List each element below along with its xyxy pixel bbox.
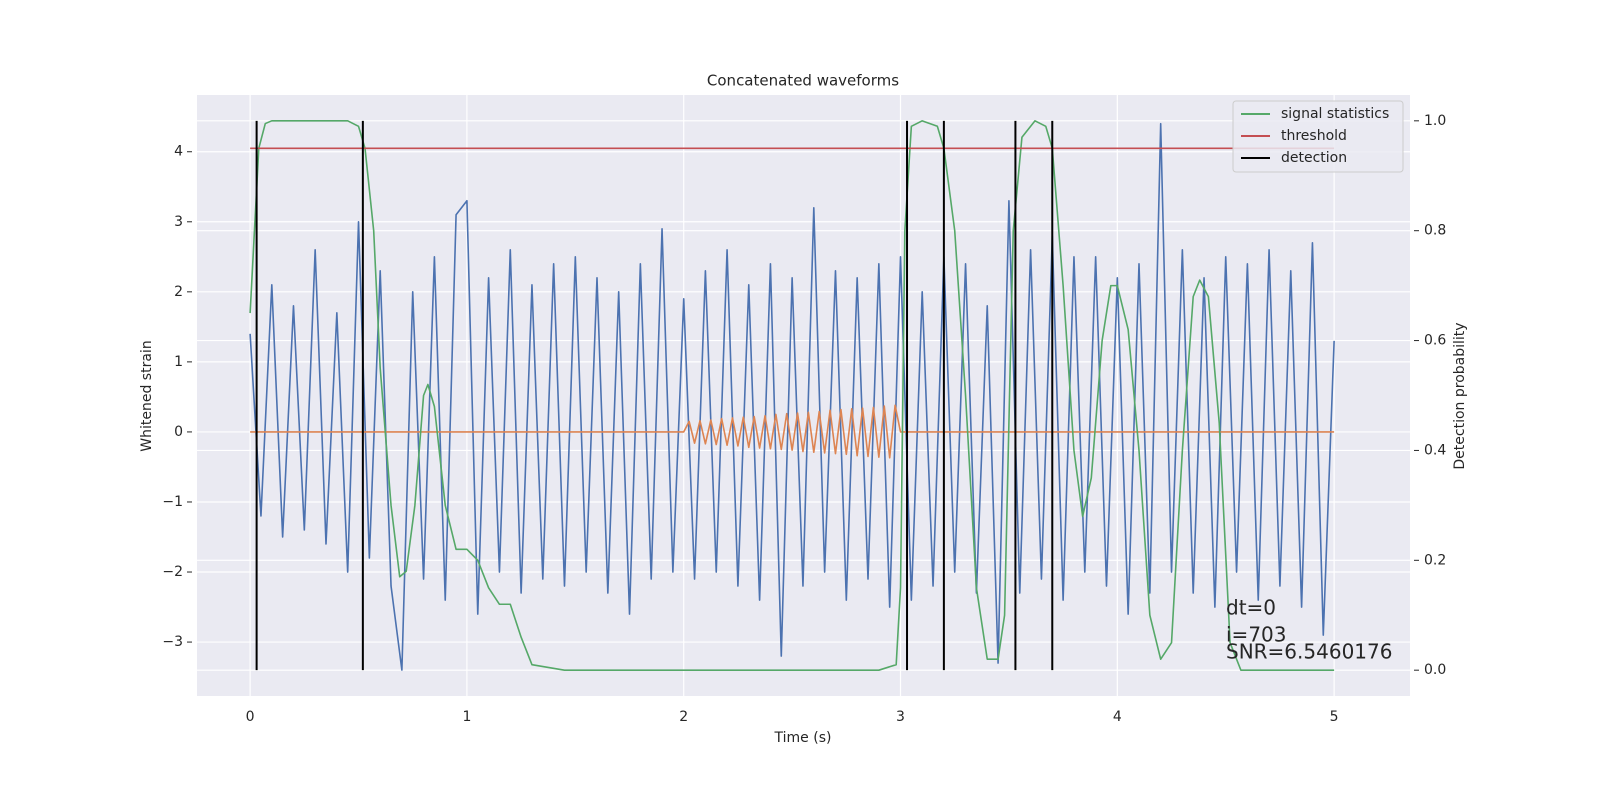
y-tick-label: 2 xyxy=(174,284,183,300)
y2-tick-label: 0.4 xyxy=(1424,442,1446,458)
y-axis-label: Whitened strain xyxy=(139,340,155,451)
x-tick-label: 2 xyxy=(679,709,688,725)
x-tick-label: 0 xyxy=(246,709,255,725)
y-tick-label: 3 xyxy=(174,214,183,230)
y-tick-label: 4 xyxy=(174,144,183,160)
annotation: i=703 xyxy=(1226,623,1287,647)
annotation: dt=0 xyxy=(1226,596,1276,620)
y2-tick-label: 0.2 xyxy=(1424,552,1446,568)
y2-tick-label: 0.0 xyxy=(1424,662,1446,678)
y2-axis-label: Detection probability xyxy=(1452,322,1468,469)
y-tick-label: 1 xyxy=(174,354,183,370)
x-axis-label: Time (s) xyxy=(774,730,832,746)
x-tick-label: 4 xyxy=(1113,709,1122,725)
y-tick-label: −1 xyxy=(162,494,183,510)
annotation: SNR=6.5460176 xyxy=(1226,640,1392,664)
legend-label: signal statistics xyxy=(1281,106,1389,122)
series-line xyxy=(250,404,1335,459)
series-line xyxy=(249,120,1335,671)
legend-box xyxy=(1232,100,1404,173)
y-tick-label: −2 xyxy=(162,564,183,580)
chart-title: Concatenated waveforms xyxy=(707,72,899,90)
x-tick-label: 1 xyxy=(462,709,471,725)
legend: signal statistics threshold detection xyxy=(1232,100,1404,173)
y2-tick-label: 0.8 xyxy=(1424,223,1446,239)
y2-tick-label: 1.0 xyxy=(1424,113,1446,129)
x-tick-label: 3 xyxy=(896,709,905,725)
x-tick-label: 5 xyxy=(1330,709,1339,725)
legend-label: threshold xyxy=(1281,128,1347,144)
series-line xyxy=(249,122,1335,671)
marks xyxy=(249,120,1335,671)
y2-tick-label: 0.6 xyxy=(1424,333,1446,349)
legend-label: detection xyxy=(1281,150,1347,166)
y-tick-label: 0 xyxy=(174,424,183,440)
y-tick-label: −3 xyxy=(162,634,183,650)
